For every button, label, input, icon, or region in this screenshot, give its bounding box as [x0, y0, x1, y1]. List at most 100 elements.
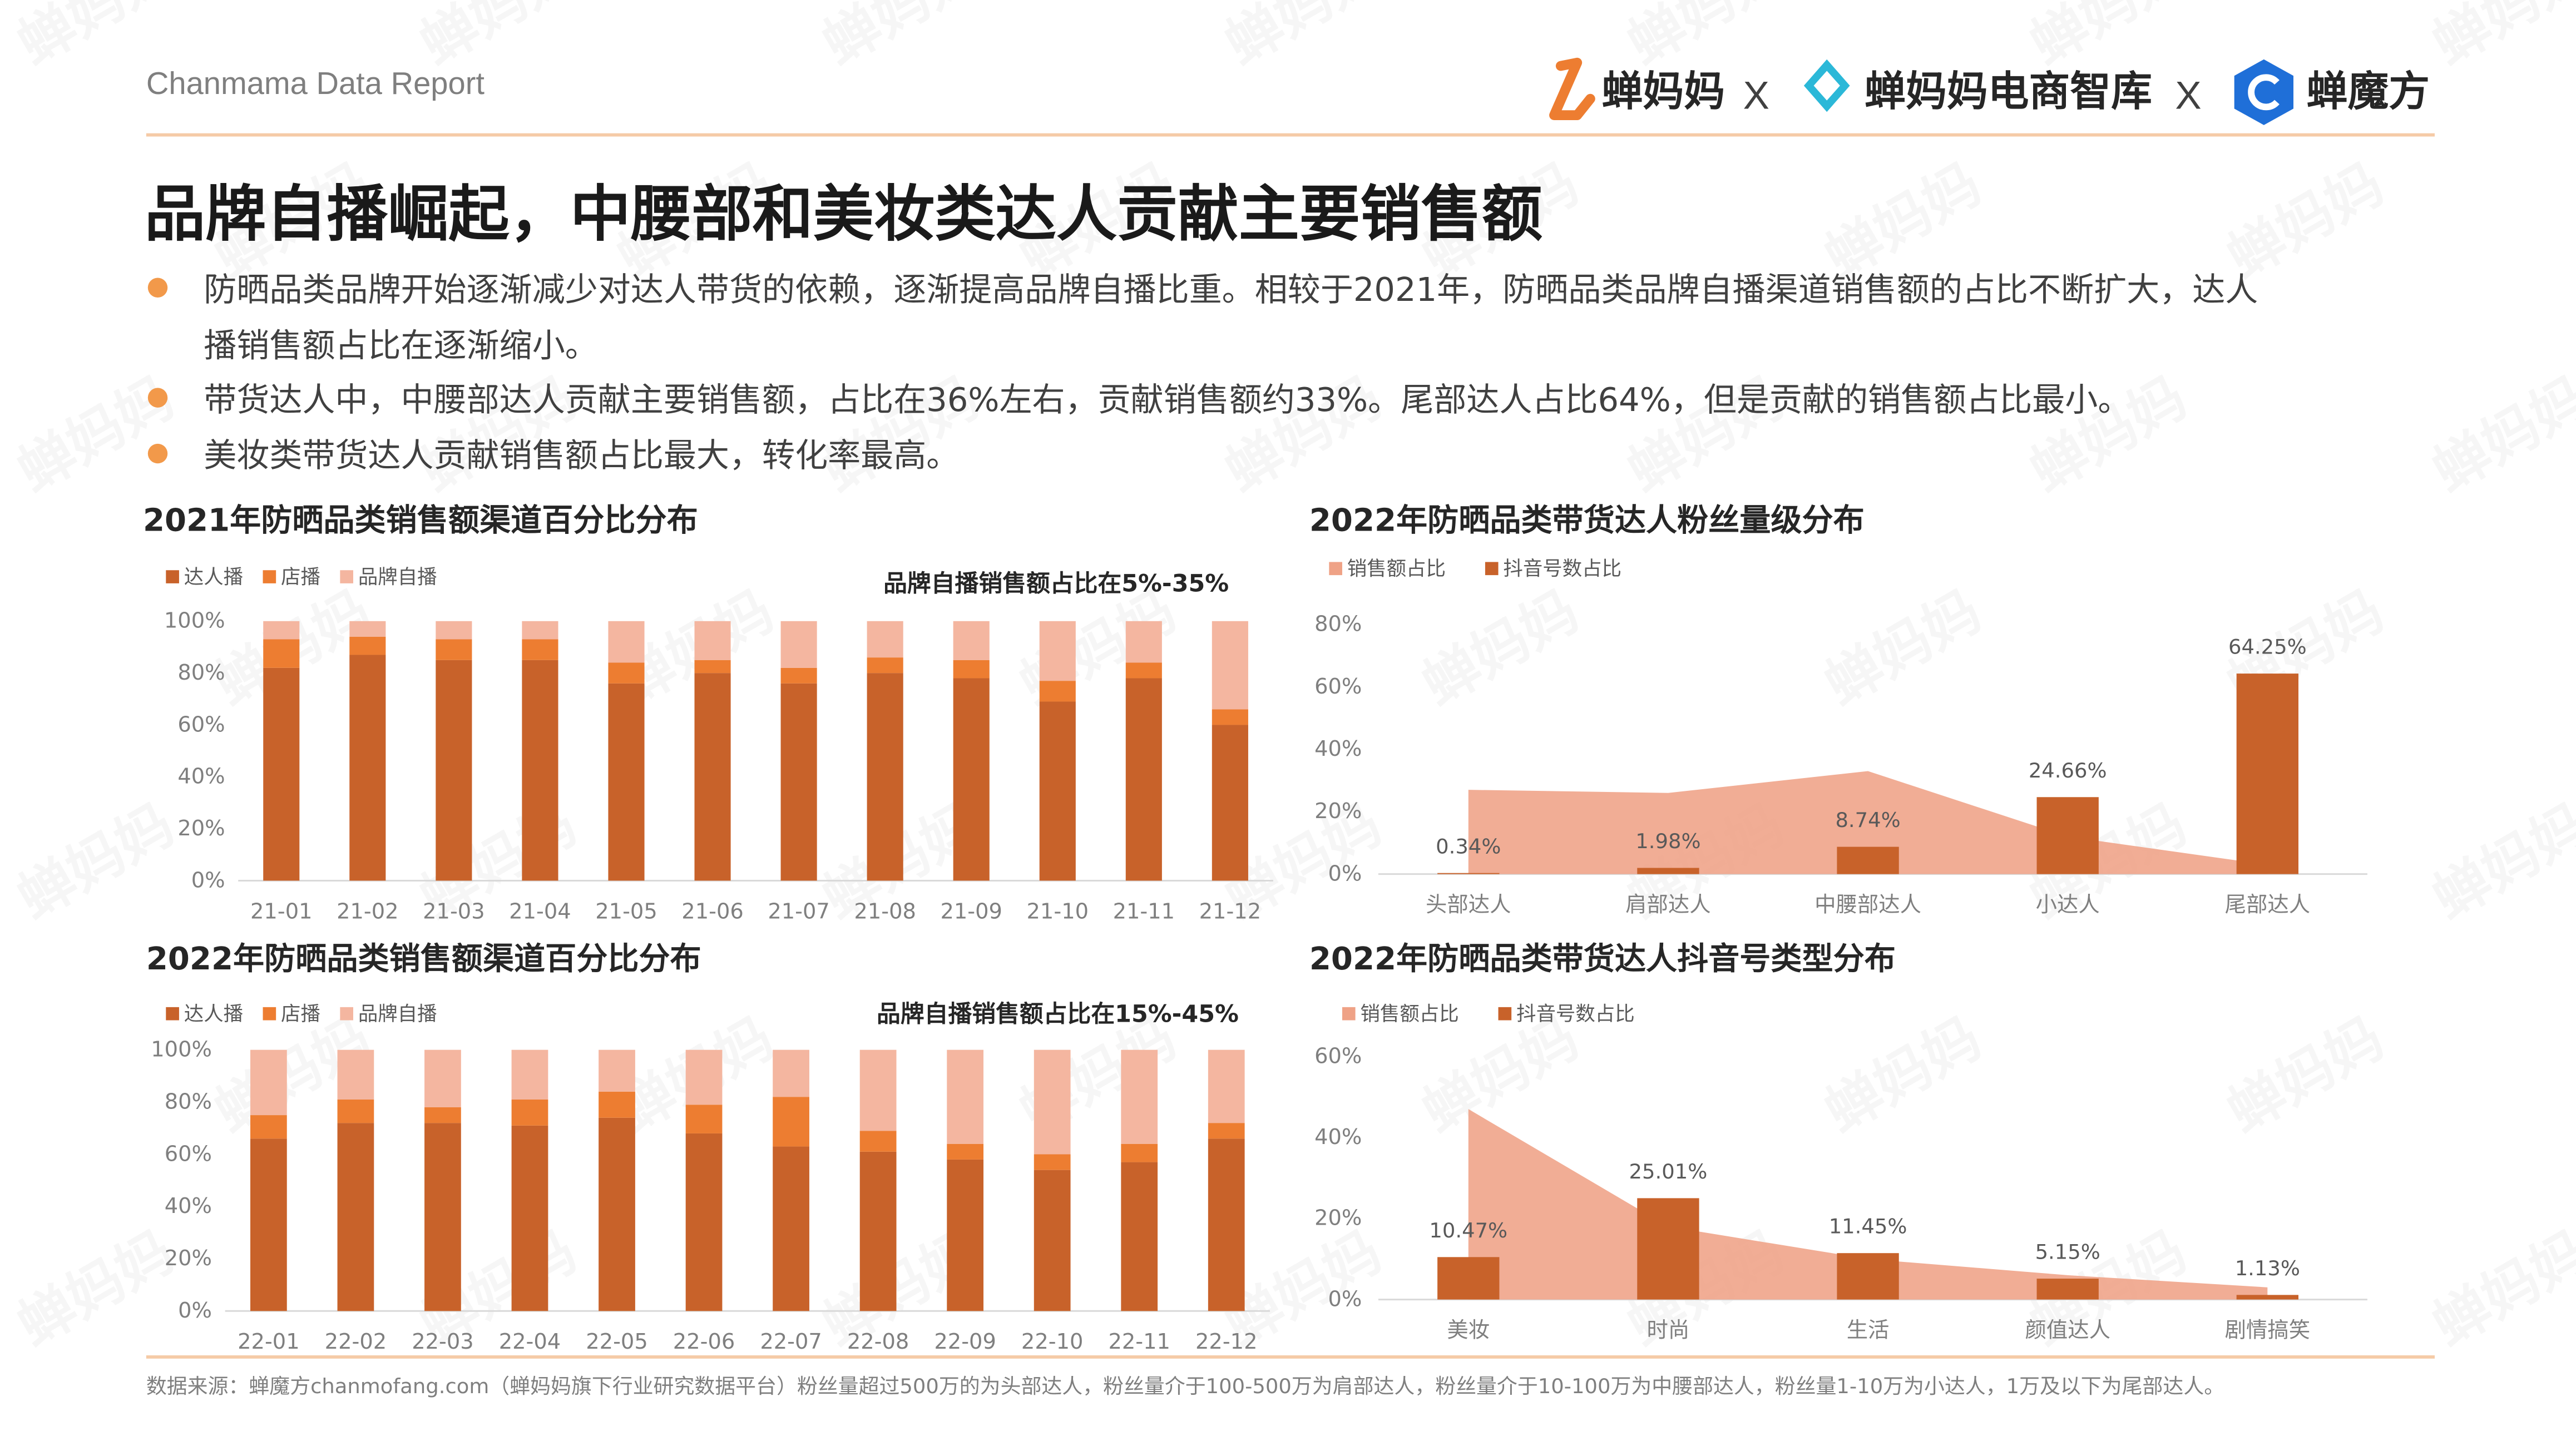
bar-segment — [685, 1105, 723, 1133]
x-tick-label: 21-08 — [854, 899, 916, 924]
bar-segment — [694, 673, 731, 881]
bar-segment — [337, 1123, 374, 1311]
bar-segment — [337, 1099, 374, 1123]
legend-label: 达人播 — [184, 566, 243, 588]
bar-segment — [599, 1049, 635, 1092]
x-tick-label: 中腰部达人 — [1814, 893, 1921, 918]
bullet-dot — [147, 388, 168, 408]
x-tick-label: 肩部达人 — [1625, 893, 1710, 918]
data-label: 1.98% — [1635, 829, 1700, 853]
bar-segment — [250, 1115, 287, 1139]
bar-segment — [1121, 1162, 1158, 1311]
bar-segment — [859, 1049, 897, 1131]
bar-segment — [436, 639, 472, 660]
bar-segment — [337, 1049, 374, 1100]
y-tick-label: 40% — [165, 1194, 212, 1219]
bar-segment — [1212, 725, 1248, 881]
bar-segment — [1121, 1143, 1158, 1162]
x-tick-label: 21-11 — [1113, 899, 1175, 924]
data-label: 24.66% — [2029, 759, 2107, 783]
bar-segment — [947, 1159, 984, 1311]
x-tick-label: 21-07 — [768, 899, 830, 924]
bar-segment — [1039, 681, 1076, 702]
x-tick-label: 21-01 — [250, 899, 313, 924]
bar-segment — [685, 1133, 723, 1311]
x-tick-label: 21-03 — [423, 899, 485, 924]
legend-label: 抖音号数占比 — [1503, 557, 1621, 580]
bar-segment — [867, 673, 903, 881]
bar-segment — [424, 1049, 461, 1107]
bar-segment — [608, 683, 645, 881]
bar-account-share — [1437, 873, 1500, 874]
x-tick-label: 22-09 — [934, 1329, 996, 1354]
bar-account-share — [1837, 1253, 1899, 1300]
x-tick-label: 22-05 — [586, 1329, 648, 1354]
bar-segment — [859, 1151, 897, 1311]
y-tick-label: 60% — [177, 712, 225, 737]
bar-segment — [694, 660, 731, 674]
bar-segment — [859, 1131, 897, 1152]
bar-segment — [685, 1049, 723, 1105]
bar-segment — [424, 1123, 461, 1311]
data-label: 10.47% — [1429, 1219, 1507, 1242]
bar-segment — [1125, 621, 1162, 663]
bar-segment — [1212, 621, 1248, 710]
y-tick-label: 80% — [177, 660, 225, 685]
legend-swatch — [340, 1007, 353, 1021]
data-label: 25.01% — [1629, 1160, 1708, 1183]
bar-segment — [947, 1143, 984, 1160]
brand-name-chanmama: 蝉妈妈 — [1602, 67, 1725, 115]
y-tick-label: 20% — [177, 816, 225, 841]
x-tick-label: 21-12 — [1199, 899, 1262, 924]
x-tick-label: 22-01 — [238, 1329, 300, 1354]
bar-segment — [1034, 1049, 1071, 1155]
bar-segment — [1034, 1170, 1071, 1311]
bar-segment — [511, 1125, 548, 1311]
bar-segment — [349, 621, 386, 637]
legend-label: 销售额占比 — [1347, 557, 1446, 580]
legend-label: 达人播 — [184, 1003, 243, 1026]
data-label: 0.34% — [1436, 834, 1501, 858]
brand-separator: X — [1743, 73, 1769, 117]
x-tick-label: 小达人 — [2036, 893, 2100, 918]
chart-title: 2022年防晒品类带货达人抖音号类型分布 — [1309, 941, 1896, 977]
bar-segment — [953, 660, 990, 679]
bullet-list: 防晒品类品牌开始逐渐减少对达人带货的依赖，逐渐提高品牌自播比重。相较于2021年… — [147, 270, 2258, 474]
y-tick-label: 0% — [191, 868, 225, 893]
bullet-dot — [147, 278, 168, 298]
legend-swatch — [1498, 1007, 1512, 1021]
bar-segment — [947, 1049, 984, 1144]
bar-segment — [436, 621, 472, 640]
x-tick-label: 22-12 — [1195, 1329, 1258, 1354]
bar-account-share — [2236, 1295, 2299, 1300]
bar-segment — [773, 1146, 809, 1311]
bar-segment — [1208, 1049, 1245, 1123]
legend-swatch — [166, 570, 179, 583]
legend-swatch — [1485, 562, 1499, 576]
brand-name-chanmofang: 蝉魔方 — [2307, 67, 2430, 115]
bar-segment — [263, 667, 300, 881]
bullet-dot — [147, 443, 168, 464]
chart-annotation: 品牌自播销售额占比在5%-35% — [883, 570, 1229, 598]
y-tick-label: 80% — [165, 1089, 212, 1114]
x-tick-label: 21-06 — [681, 899, 744, 924]
bar-account-share — [2036, 1279, 2099, 1300]
legend-swatch — [1329, 562, 1342, 576]
x-tick-label: 美妆 — [1447, 1318, 1490, 1343]
bullet-1-line-2: 播销售额占比在逐渐缩小。 — [204, 326, 598, 364]
chanmama-logo-icon — [1549, 57, 1595, 121]
x-tick-label: 22-08 — [847, 1329, 909, 1354]
bar-segment — [349, 636, 386, 655]
chanmofang-logo-icon — [2234, 59, 2294, 125]
x-tick-label: 22-06 — [673, 1329, 735, 1354]
bar-segment — [1125, 662, 1162, 679]
x-tick-label: 生活 — [1847, 1318, 1890, 1343]
legend-label: 店播 — [281, 566, 320, 588]
bar-segment — [773, 1097, 809, 1147]
report-label: Chanmama Data Report — [146, 66, 485, 101]
bar-segment — [780, 621, 817, 668]
